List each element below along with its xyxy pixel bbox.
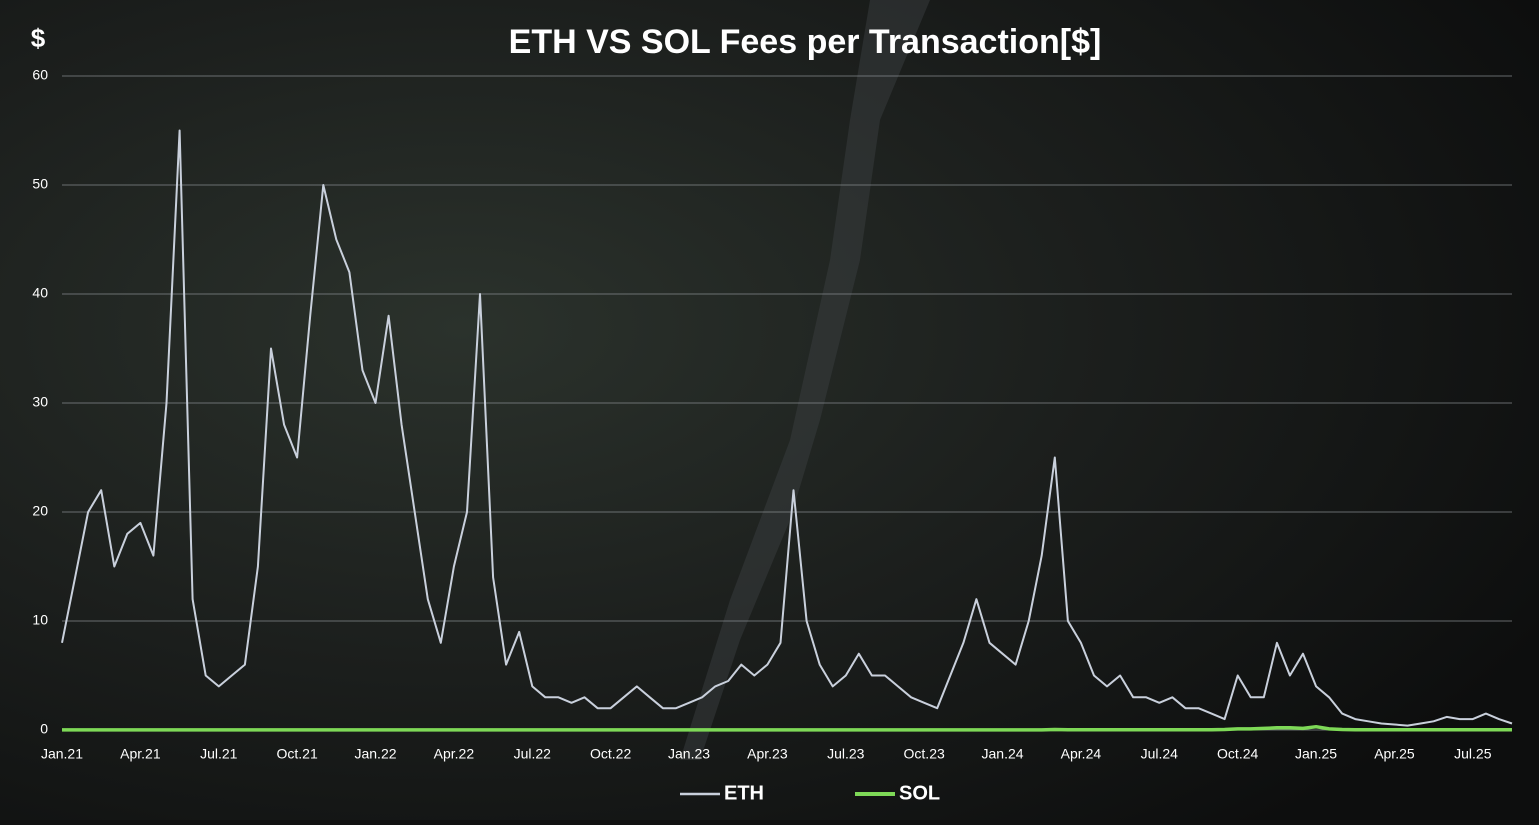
x-tick-label: Jul.24: [1141, 746, 1179, 762]
x-tick-label: Oct.22: [590, 746, 631, 762]
x-tick-label: Jan.21: [41, 746, 83, 762]
x-tick-label: Apr.25: [1374, 746, 1415, 762]
y-tick-label: 0: [40, 721, 48, 737]
y-tick-label: 10: [32, 612, 48, 628]
y-tick-label: 40: [32, 285, 48, 301]
legend-label: SOL: [899, 782, 940, 804]
x-tick-label: Apr.22: [434, 746, 475, 762]
x-tick-label: Apr.21: [120, 746, 161, 762]
x-tick-label: Oct.23: [904, 746, 945, 762]
x-tick-label: Jan.23: [668, 746, 710, 762]
legend-label: ETH: [724, 782, 764, 804]
x-tick-label: Jan.24: [982, 746, 1024, 762]
x-tick-label: Jul.22: [514, 746, 552, 762]
x-tick-label: Apr.24: [1061, 746, 1102, 762]
x-tick-label: Jul.23: [827, 746, 865, 762]
x-tick-label: Jul.21: [200, 746, 238, 762]
x-tick-label: Oct.21: [277, 746, 318, 762]
x-tick-label: Jul.25: [1454, 746, 1492, 762]
y-tick-label: 30: [32, 394, 48, 410]
y-tick-label: 50: [32, 176, 48, 192]
y-tick-label: 60: [32, 67, 48, 83]
y-tick-label: 20: [32, 503, 48, 519]
x-tick-label: Apr.23: [747, 746, 788, 762]
line-series: [61, 129, 1513, 727]
x-tick-label: Jan.25: [1295, 746, 1337, 762]
x-tick-label: Jan.22: [354, 746, 396, 762]
y-axis-label: $: [31, 23, 46, 53]
line-series: [62, 724, 1512, 732]
decoration: [680, 0, 930, 760]
chart-title: ETH VS SOL Fees per Transaction[$]: [509, 23, 1102, 61]
x-tick-label: Oct.24: [1217, 746, 1258, 762]
